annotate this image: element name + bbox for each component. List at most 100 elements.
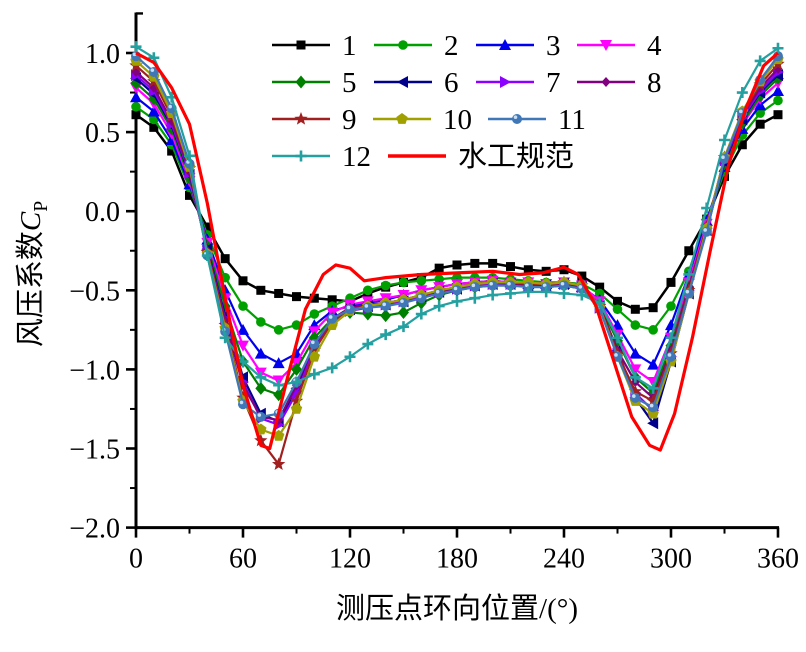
triangle-up-marker xyxy=(147,105,160,117)
plus-marker xyxy=(219,332,231,344)
triangle-up-marker xyxy=(254,347,267,359)
ball-marker xyxy=(453,286,458,291)
plus-marker xyxy=(397,321,409,333)
legend-label: 11 xyxy=(558,104,586,136)
legend-label: 10 xyxy=(443,104,472,136)
ball-marker xyxy=(418,294,422,299)
ball-marker xyxy=(380,301,391,312)
diamond-marker xyxy=(255,381,267,395)
ball-marker xyxy=(489,281,493,286)
ball-marker xyxy=(703,228,707,232)
plus-marker xyxy=(683,268,695,280)
ball-marker xyxy=(469,282,480,293)
ball-marker xyxy=(648,402,659,413)
square-marker xyxy=(505,262,515,272)
circle-marker xyxy=(131,101,141,112)
triangle-up-marker xyxy=(236,323,249,335)
plus-marker xyxy=(326,362,338,374)
plus-marker xyxy=(754,55,766,67)
square-marker xyxy=(202,222,212,232)
ball-marker xyxy=(239,400,244,405)
square-marker xyxy=(291,292,301,302)
square-marker xyxy=(184,190,194,200)
pentagon-marker xyxy=(396,113,408,124)
legend-label: 8 xyxy=(647,67,662,99)
legend-entry-12: 12 xyxy=(272,141,371,173)
plus-marker xyxy=(665,332,677,344)
star-marker xyxy=(307,343,321,357)
ball-marker xyxy=(739,109,743,114)
ball-marker xyxy=(512,114,522,124)
plus-marker xyxy=(576,289,588,301)
star-marker xyxy=(289,394,304,407)
legend-entry-11: 11 xyxy=(488,104,586,136)
triangle-up-marker xyxy=(272,357,285,369)
x-tick-label: 0 xyxy=(129,544,143,575)
plus-marker xyxy=(522,286,534,298)
ball-marker xyxy=(364,304,369,308)
circle-marker xyxy=(612,304,623,315)
ball-marker xyxy=(311,340,315,345)
square-marker xyxy=(737,140,747,150)
pentagon-marker xyxy=(272,429,285,441)
plus-marker xyxy=(290,376,302,388)
diamond-marker xyxy=(295,75,307,89)
y-tick-label: 1.0 xyxy=(85,39,120,70)
ball-marker xyxy=(400,299,404,303)
ball-marker xyxy=(328,315,333,319)
triangle-up-marker xyxy=(771,84,784,96)
ball-marker xyxy=(434,288,445,299)
circle-marker xyxy=(398,277,409,288)
ball-marker xyxy=(649,403,654,408)
square-marker xyxy=(256,285,266,295)
legend-label: 9 xyxy=(342,104,357,136)
x-tick-label: 120 xyxy=(329,544,371,575)
square-marker xyxy=(274,288,284,298)
ball-marker xyxy=(435,289,440,294)
circle-marker xyxy=(309,309,320,319)
ball-marker xyxy=(667,353,672,357)
plus-marker xyxy=(380,329,392,341)
ball-marker xyxy=(257,413,262,417)
plus-marker xyxy=(183,150,195,162)
square-marker xyxy=(327,295,337,305)
square-marker xyxy=(630,304,640,314)
plus-marker xyxy=(362,338,374,350)
y-tick-label: 0.0 xyxy=(85,197,120,228)
y-axis-title: 风压系数CP xyxy=(7,201,53,347)
legend-entry-8: 8 xyxy=(577,67,662,99)
plus-marker xyxy=(611,332,623,344)
square-marker xyxy=(220,254,230,264)
legend-entry-10: 10 xyxy=(373,104,472,136)
y-axis-title-text: 风压系数 xyxy=(15,231,48,348)
x-tick-label: 360 xyxy=(757,544,799,575)
square-marker xyxy=(470,258,480,268)
ball-marker xyxy=(327,313,338,324)
x-tick-label: 60 xyxy=(229,544,257,575)
legend-entry-code: 水工规范 xyxy=(388,140,574,173)
circle-marker xyxy=(363,285,373,296)
ball-marker xyxy=(255,411,266,422)
square-marker xyxy=(684,246,694,256)
plus-marker xyxy=(647,382,659,394)
y-tick-label: −1.0 xyxy=(69,355,120,386)
square-marker xyxy=(523,265,533,275)
small-diamond-marker xyxy=(601,77,611,87)
circle-marker xyxy=(666,301,676,311)
triangle-down-marker xyxy=(600,40,612,51)
square-marker xyxy=(577,271,587,281)
plus-marker xyxy=(772,42,784,54)
plus-marker xyxy=(344,351,356,363)
plus-marker xyxy=(558,287,570,299)
ball-marker xyxy=(685,289,690,294)
circle-marker xyxy=(416,276,427,286)
plus-marker xyxy=(718,134,730,146)
plus-marker xyxy=(504,287,516,299)
y-axis-symbol: C xyxy=(15,211,48,232)
legend-label: 4 xyxy=(647,30,662,62)
triangle-left-marker xyxy=(647,417,659,430)
y-tick-label: −0.5 xyxy=(69,276,120,307)
